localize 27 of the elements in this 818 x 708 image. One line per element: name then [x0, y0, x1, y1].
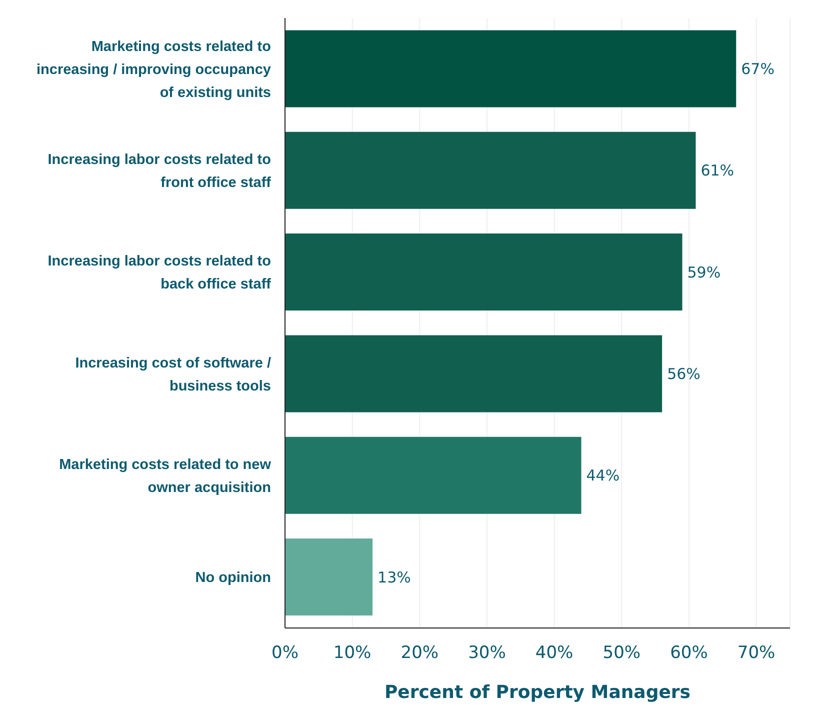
- bar: [285, 335, 662, 412]
- x-tick-label: 0%: [272, 643, 298, 664]
- x-tick-label: 10%: [333, 643, 372, 664]
- bar: [285, 436, 582, 514]
- data-label: 13%: [378, 568, 411, 586]
- data-label: 61%: [700, 162, 734, 180]
- x-tick-label: 70%: [737, 643, 776, 664]
- bar: [285, 132, 696, 209]
- x-axis-title: Percent of Property Managers: [384, 682, 691, 703]
- data-label: 59%: [687, 263, 721, 282]
- x-tick-label: 40%: [535, 643, 574, 664]
- y-tick-label: No opinion: [195, 570, 271, 586]
- bar: [285, 538, 373, 616]
- x-tick-label: 50%: [602, 643, 641, 664]
- bar: [285, 234, 682, 311]
- y-tick-label: Increasing labor costs related to front office staff: [48, 152, 272, 191]
- bar: [285, 30, 736, 108]
- data-label: 56%: [667, 365, 700, 384]
- y-tick-label: Marketing costs related to new owner acquisition: [59, 457, 272, 496]
- data-label: 67%: [741, 60, 774, 78]
- y-tick-label: Marketing costs related to increasing / improving occupancy of existing units: [36, 38, 272, 101]
- y-tick-label: Increasing labor costs related to back office staff: [48, 254, 272, 293]
- x-tick-label: 20%: [400, 643, 439, 664]
- x-tick-label: 30%: [468, 643, 506, 664]
- data-label: 44%: [586, 466, 620, 485]
- x-tick-label: 60%: [670, 643, 708, 664]
- y-tick-label: Increasing cost of software / business tools: [75, 355, 271, 394]
